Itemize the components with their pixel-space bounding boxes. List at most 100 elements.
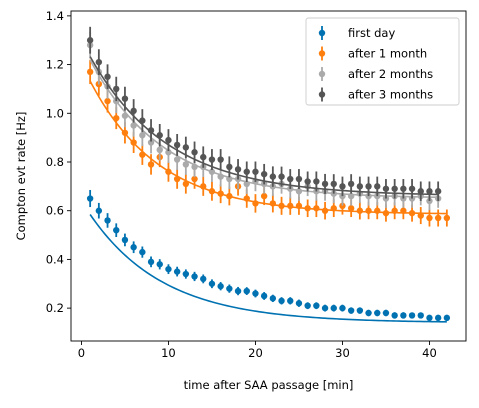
data-point [86,68,94,76]
data-point [86,37,94,44]
legend-entry: after 2 months [318,67,433,81]
data-point [330,180,337,188]
data-point [130,122,137,129]
legend-entry: after 1 month [318,46,427,61]
data-point [391,185,398,192]
plot-frame [70,10,467,342]
data-point [234,166,242,173]
data-point [443,214,451,222]
data-point [226,175,233,183]
data-point [374,207,381,214]
data-point [304,302,311,309]
data-point [426,314,433,322]
data-point [295,188,303,195]
data-point [391,207,398,214]
legend-marker-icon [318,50,326,57]
data-point [408,185,416,192]
data-point [252,200,259,207]
data-point [287,297,294,305]
legend-entry: first day [318,26,395,40]
data-point [165,265,172,273]
data-point [417,212,424,219]
data-point [200,153,207,161]
data-point [347,307,355,314]
legend-label: after 3 months [348,88,433,102]
data-point [434,214,442,222]
data-point [182,270,190,278]
data-point [113,85,120,93]
data-point [182,144,190,151]
data-point [400,185,407,192]
series-0 [86,190,451,323]
data-point [191,163,198,171]
data-point [313,302,320,309]
data-point [252,290,259,297]
data-point [347,192,355,200]
legend-marker-icon [318,29,326,37]
x-tick-label: 0 [78,346,85,360]
data-point [130,139,137,146]
data-point [382,309,390,317]
data-point [347,205,355,212]
data-point [356,207,364,214]
data-point [339,202,346,210]
data-point [226,192,233,200]
data-point [113,114,120,122]
data-point [252,168,259,175]
legend-label: after 1 month [348,47,427,61]
data-point [295,175,303,183]
data-point [95,58,103,66]
data-point [365,183,372,190]
y-tick-label: 0.8 [46,155,64,169]
x-axis: 0 10 20 30 40 [78,341,437,360]
data-point [156,261,163,268]
y-tick-label: 1.2 [46,58,64,72]
data-point [243,195,250,202]
data-point [200,183,207,190]
data-point [434,188,442,195]
data-point [417,188,424,195]
data-point [191,149,198,156]
data-point [382,185,390,192]
data-point [104,217,111,224]
data-point [173,175,181,183]
data-point [147,139,155,146]
data-point [165,149,172,156]
data-point [356,307,364,314]
data-point [156,132,163,139]
data-point [243,168,250,175]
data-point [95,207,103,214]
data-point [217,156,224,163]
data-point [139,117,146,124]
data-point [173,268,181,275]
data-point [408,312,416,319]
legend: first day after 1 month after 2 months afte… [305,17,460,106]
data-point [217,283,224,290]
y-tick-label: 0.2 [46,301,64,315]
data-point [113,226,120,234]
x-tick-label: 30 [335,346,350,360]
data-point [208,188,216,195]
data-point [173,156,181,163]
data-point [408,209,416,217]
data-point [400,207,407,214]
data-point [321,304,329,312]
data-point [295,202,303,210]
data-point [86,195,94,202]
legend-entry: after 3 months [318,87,433,102]
data-point [182,180,190,188]
data-point [295,300,303,307]
y-tick-label: 0.6 [46,204,64,218]
data-point [443,314,451,322]
data-point [269,295,277,302]
legend-box [305,17,460,106]
data-point [200,275,207,283]
data-point [156,146,163,154]
fit-curve [89,214,447,323]
data-point [278,173,285,180]
data-point [313,205,320,212]
y-tick-label: 1.0 [46,106,64,120]
data-point [321,207,329,214]
legend-marker-icon [318,70,326,78]
x-tick-label: 10 [161,346,176,360]
